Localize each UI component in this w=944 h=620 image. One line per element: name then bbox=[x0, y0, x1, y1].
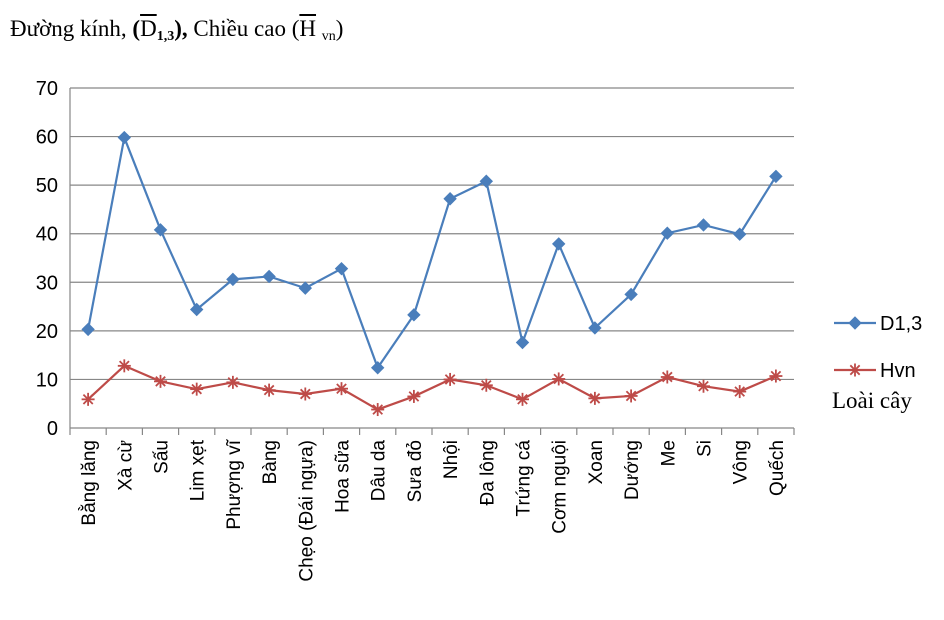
y-tick-label: 60 bbox=[36, 127, 58, 149]
data-point-hvn bbox=[769, 369, 783, 383]
data-point-hvn bbox=[262, 383, 276, 397]
data-point-d1-3 bbox=[334, 261, 349, 276]
data-point-d1-3 bbox=[660, 226, 675, 240]
x-tick-label: Xoan bbox=[586, 440, 607, 484]
x-tick-label: Nhội bbox=[441, 440, 462, 479]
title-d-open: ( bbox=[132, 16, 141, 41]
title-h-sub: vn bbox=[321, 29, 336, 44]
legend-marker bbox=[848, 316, 862, 330]
title-h-text: Chiều cao bbox=[193, 16, 286, 41]
data-point-d1-3 bbox=[298, 281, 313, 295]
x-tick-label: Me bbox=[658, 440, 679, 466]
y-tick-label: 30 bbox=[36, 272, 58, 294]
data-point-d1-3 bbox=[370, 361, 385, 375]
x-tick-label: Trứng cá bbox=[514, 440, 535, 517]
data-point-hvn bbox=[624, 389, 638, 403]
y-tick-label: 50 bbox=[36, 175, 58, 197]
title-d-close: ), bbox=[174, 16, 188, 41]
data-point-d1-3 bbox=[479, 174, 494, 188]
title-h-symbol: H bbox=[299, 16, 317, 41]
data-point-hvn bbox=[479, 378, 493, 392]
legend-label: Hvn bbox=[880, 360, 916, 382]
data-point-hvn bbox=[335, 382, 348, 396]
data-point-hvn bbox=[588, 391, 602, 405]
x-tick-label: Vông bbox=[731, 440, 752, 484]
data-point-hvn bbox=[552, 372, 566, 386]
data-point-hvn bbox=[190, 382, 204, 396]
y-tick-label: 40 bbox=[36, 224, 58, 246]
x-tick-label: Dâu da bbox=[369, 440, 390, 502]
data-point-hvn bbox=[226, 375, 240, 389]
x-tick-label: Sưa đỏ bbox=[405, 440, 426, 502]
data-point-hvn bbox=[660, 370, 674, 384]
x-tick-label: Cơm nguội bbox=[550, 440, 571, 534]
x-tick-label: Xà cừ bbox=[115, 440, 136, 491]
data-point-hvn bbox=[407, 389, 421, 403]
data-point-hvn bbox=[697, 379, 710, 393]
x-axis-label: Loài cây bbox=[832, 388, 912, 413]
data-point-d1-3 bbox=[515, 335, 530, 350]
chart-title: Đường kính, (D1,3), Chiều cao (H vn) bbox=[10, 16, 343, 45]
x-tick-label: Hoa sữa bbox=[333, 440, 354, 513]
data-point-d1-3 bbox=[262, 269, 276, 284]
data-point-d1-3 bbox=[551, 237, 566, 251]
data-point-hvn bbox=[117, 359, 131, 373]
x-tick-label: Chẹo (Đái ngựa) bbox=[296, 440, 317, 582]
data-point-d1-3 bbox=[407, 308, 421, 322]
data-point-d1-3 bbox=[226, 272, 240, 287]
title-d-symbol: D bbox=[140, 16, 157, 41]
legend-item-hvn: Hvn bbox=[834, 360, 916, 382]
data-point-hvn bbox=[733, 385, 747, 399]
y-tick-label: 70 bbox=[36, 78, 58, 100]
x-tick-label: Quếch bbox=[767, 440, 788, 496]
data-point-hvn bbox=[154, 374, 167, 388]
y-tick-label: 20 bbox=[36, 321, 58, 343]
data-point-d1-3 bbox=[588, 321, 602, 335]
data-point-d1-3 bbox=[117, 130, 132, 145]
x-tick-label: Bằng lăng bbox=[78, 440, 100, 526]
x-tick-label: Bàng bbox=[260, 440, 281, 484]
data-point-hvn bbox=[371, 403, 385, 417]
data-point-hvn bbox=[81, 392, 95, 406]
legend-item-d1-3: D1,3 bbox=[834, 313, 922, 335]
x-tick-label: Si bbox=[695, 440, 716, 457]
x-tick-label: Dướng bbox=[622, 440, 643, 500]
data-point-hvn bbox=[516, 392, 529, 406]
title-h-close: ) bbox=[335, 16, 344, 41]
data-point-d1-3 bbox=[769, 169, 783, 184]
data-point-d1-3 bbox=[189, 302, 204, 317]
title-h-open: ( bbox=[291, 16, 300, 41]
data-point-d1-3 bbox=[153, 223, 168, 237]
series-line-d1-3 bbox=[87, 133, 777, 371]
data-point-d1-3 bbox=[443, 192, 457, 206]
data-point-d1-3 bbox=[696, 218, 711, 232]
x-tick-label: Đa lông bbox=[477, 440, 498, 506]
legend-marker bbox=[848, 363, 862, 377]
x-tick-label: Sấu bbox=[152, 440, 173, 474]
data-point-d1-3 bbox=[81, 322, 95, 337]
legend-label: D1,3 bbox=[880, 313, 922, 335]
x-tick-label: Phượng vĩ bbox=[224, 439, 245, 529]
data-point-hvn bbox=[443, 372, 457, 386]
series-line-hvn bbox=[87, 364, 777, 411]
data-point-d1-3 bbox=[624, 287, 638, 302]
data-point-hvn bbox=[298, 387, 312, 401]
title-d-sub: 1,3 bbox=[156, 29, 175, 44]
x-tick-label: Lim xẹt bbox=[188, 439, 209, 501]
y-tick-label: 0 bbox=[47, 418, 58, 440]
y-tick-label: 10 bbox=[36, 369, 58, 391]
title-prefix: Đường kính, bbox=[10, 16, 127, 41]
data-point-d1-3 bbox=[732, 227, 747, 241]
